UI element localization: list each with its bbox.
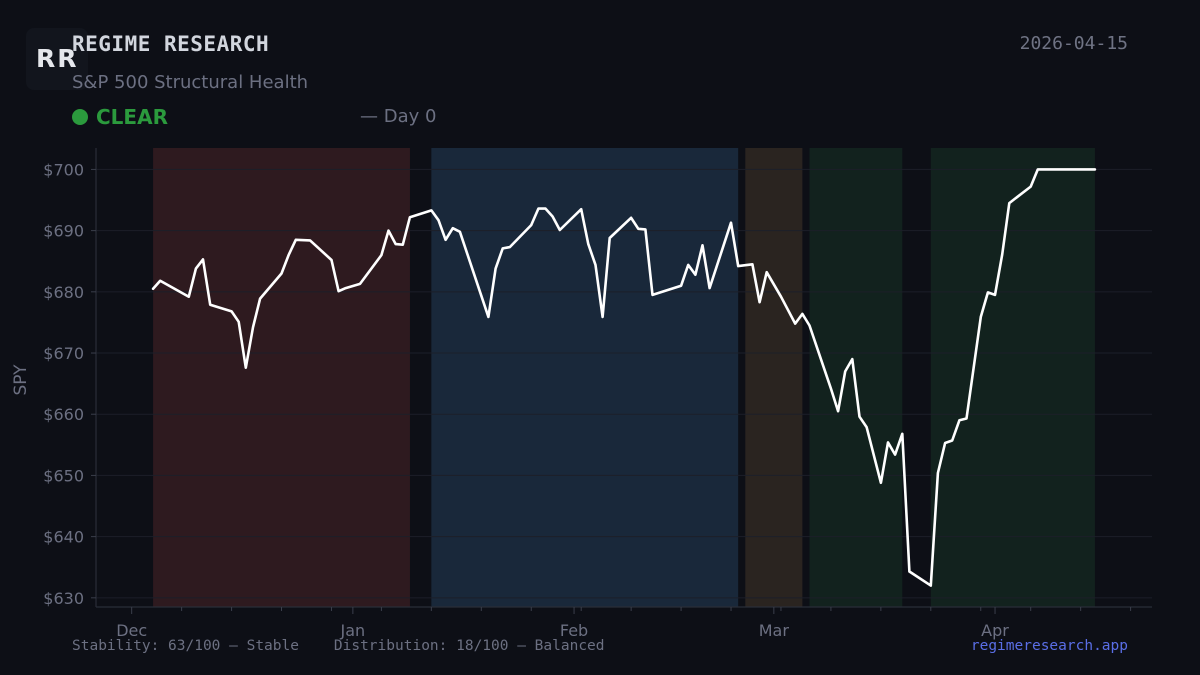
status-label: CLEAR [96, 105, 168, 129]
y-tick-label: $660 [43, 405, 84, 424]
y-tick-label: $690 [43, 222, 84, 241]
status-dot-icon [72, 109, 88, 125]
page-subtitle: S&P 500 Structural Health [72, 72, 309, 93]
y-axis-label: SPY [11, 364, 31, 396]
x-tick-label: Feb [560, 621, 588, 640]
y-tick-label: $630 [43, 589, 84, 608]
series-line-1 [151, 168, 1097, 587]
y-tick-label: $680 [43, 283, 84, 302]
x-tick-label: Apr [981, 621, 1009, 640]
regime-bands [153, 148, 1095, 607]
logo-text: RR [36, 44, 79, 73]
page-title: REGIME RESEARCH [72, 32, 270, 56]
x-tick-labels: Dec Jan Feb Mar Apr [116, 607, 1009, 640]
report-date: 2026-04-15 [1019, 33, 1128, 54]
footer-link[interactable]: regimeresearch.app [970, 638, 1128, 654]
y-tick-label: $640 [43, 528, 84, 547]
regime-band-2 [431, 148, 739, 607]
axes [95, 148, 1152, 611]
regime-band-1 [153, 148, 410, 607]
y-tick-label: $700 [43, 160, 84, 179]
status-badge: CLEAR [72, 105, 168, 129]
logo [26, 28, 88, 90]
regime-band-3 [745, 148, 803, 607]
series-lines [151, 168, 1097, 587]
x-tick-label: Jan [340, 621, 366, 640]
x-tick-label: Dec [116, 621, 147, 640]
footer-stats: Stability: 63/100 — Stable Distribution:… [72, 638, 605, 654]
x-tick-label: Mar [759, 621, 790, 640]
regime-band-5 [930, 148, 1095, 607]
day-counter: — Day 0 [360, 106, 437, 127]
y-tick-label: $670 [43, 344, 84, 363]
y-tick-label: $650 [43, 466, 84, 485]
y-tick-labels: $630 $640 $650 $660 $670 $680 $690 $700 [43, 160, 96, 608]
